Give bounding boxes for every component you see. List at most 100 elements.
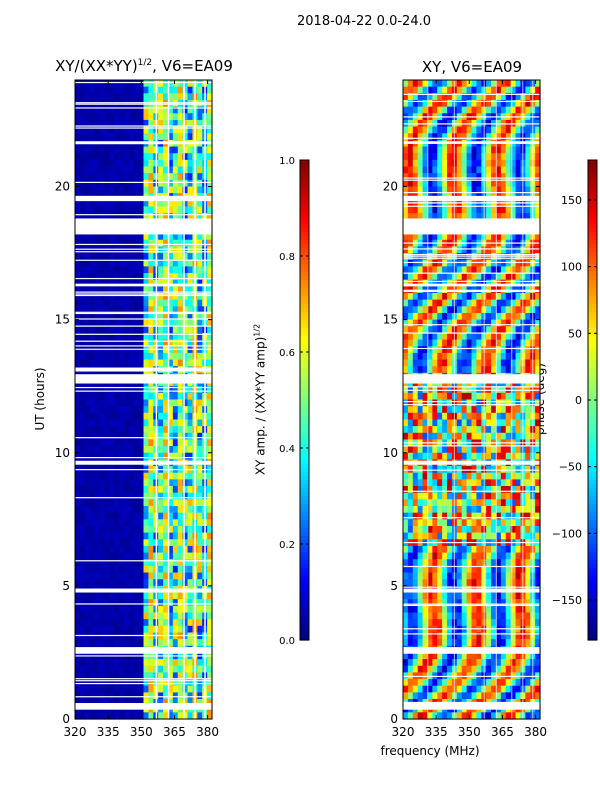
heatmap-cell [447, 99, 453, 108]
heatmap-cell [167, 499, 174, 507]
heatmap-cell [187, 565, 194, 574]
heatmap-cell [466, 332, 473, 341]
heatmap-cell [163, 499, 169, 507]
heatmap-cell [138, 392, 145, 401]
heatmap-cell [427, 306, 433, 314]
heatmap-cell [99, 579, 105, 587]
heatmap-cell [535, 479, 541, 487]
heatmap-cell [75, 359, 81, 367]
heatmap-cell [138, 552, 145, 560]
heatmap-cell [123, 93, 130, 101]
heatmap-cell [466, 426, 473, 434]
heatmap-cell [114, 446, 120, 454]
heatmap-cell [148, 179, 154, 188]
heatmap-cell [163, 639, 169, 647]
heatmap-cell [133, 312, 140, 321]
heatmap-cell [172, 246, 179, 254]
heatmap-cell [119, 346, 125, 354]
heatmap-cell [422, 579, 429, 587]
heatmap-cell [505, 213, 512, 221]
heatmap-cell [148, 246, 154, 254]
flagged-band [75, 141, 212, 144]
heatmap-cell [500, 293, 507, 301]
heatmap-cell [167, 412, 174, 421]
heatmap-cell [158, 392, 164, 401]
heatmap-cell [515, 173, 522, 181]
heatmap-cell [476, 499, 482, 507]
heatmap-cell [104, 266, 110, 274]
heatmap-cell [407, 366, 414, 374]
heatmap-cell [187, 512, 194, 520]
heatmap-cell [535, 352, 541, 361]
heatmap-cell [172, 565, 179, 574]
heatmap-cell [128, 446, 135, 454]
heatmap-cell [505, 346, 512, 354]
heatmap-cell [133, 452, 140, 461]
heatmap-cell [207, 439, 213, 447]
x-tick-label: 320 [64, 725, 87, 739]
heatmap-cell [114, 665, 120, 674]
heatmap-cell [495, 545, 502, 554]
heatmap-cell [94, 166, 101, 174]
heatmap-cell [104, 506, 110, 514]
heatmap-cell [442, 259, 448, 267]
heatmap-cell [442, 352, 448, 361]
heatmap-cell [466, 299, 473, 307]
heatmap-cell [491, 312, 497, 321]
heatmap-cell [187, 519, 194, 527]
heatmap-cell [422, 293, 429, 301]
heatmap-cell [535, 273, 541, 281]
heatmap-cell [500, 259, 507, 267]
heatmap-cell [427, 579, 433, 587]
heatmap-cell [447, 419, 453, 427]
heatmap-cell [417, 266, 424, 274]
heatmap-cell [94, 352, 101, 361]
heatmap-cell [187, 545, 194, 554]
heatmap-cell [138, 512, 145, 520]
heatmap-cell [138, 346, 145, 354]
heatmap-cell [133, 559, 140, 567]
heatmap-cell [476, 312, 482, 321]
heatmap-cell [197, 233, 203, 241]
heatmap-cell [79, 512, 86, 520]
heatmap-cell [123, 386, 130, 394]
heatmap-cell [172, 239, 179, 248]
heatmap-cell [114, 472, 120, 480]
heatmap-cell [75, 159, 81, 168]
heatmap-cell [427, 99, 433, 108]
heatmap-cell [422, 392, 429, 401]
heatmap-cell [207, 446, 213, 454]
heatmap-cell [207, 179, 213, 188]
heatmap-cell [187, 299, 194, 307]
heatmap-cell [167, 665, 174, 674]
heatmap-cell [510, 406, 517, 414]
heatmap-cell [99, 692, 105, 700]
heatmap-cell [525, 492, 531, 500]
heatmap-cell [427, 273, 433, 281]
heatmap-cell [461, 579, 468, 587]
heatmap-cell [471, 472, 477, 480]
heatmap-cell [182, 692, 189, 700]
heatmap-cell [432, 512, 438, 520]
heatmap-cell [500, 339, 507, 347]
heatmap-cell [177, 419, 184, 427]
heatmap-cell [109, 173, 115, 181]
heatmap-cell [456, 332, 463, 341]
heatmap-cell [119, 472, 125, 480]
heatmap-cell [99, 332, 105, 341]
heatmap-cell [114, 126, 120, 134]
heatmap-cell [84, 113, 91, 121]
heatmap-cell [466, 486, 473, 494]
heatmap-cell [94, 93, 101, 101]
heatmap-cell [119, 552, 125, 560]
heatmap-cell [109, 359, 115, 367]
heatmap-cell [197, 312, 203, 321]
heatmap-cell [94, 506, 101, 514]
heatmap-cell [197, 133, 203, 141]
heatmap-cell [79, 492, 86, 500]
heatmap-cell [182, 359, 189, 367]
heatmap-cell [109, 532, 115, 540]
heatmap-cell [114, 246, 120, 254]
heatmap-cell [515, 399, 522, 407]
heatmap-cell [148, 266, 154, 274]
